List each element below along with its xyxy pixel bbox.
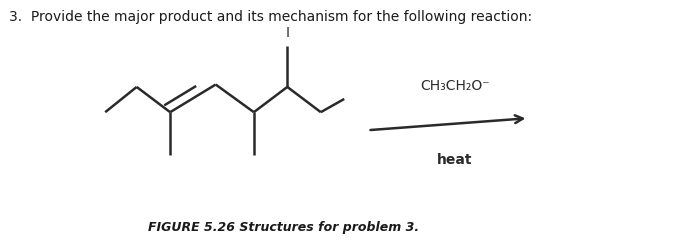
Text: I: I <box>285 26 290 40</box>
Text: CH₃CH₂O⁻: CH₃CH₂O⁻ <box>420 79 490 93</box>
Text: 3.  Provide the major product and its mechanism for the following reaction:: 3. Provide the major product and its mec… <box>9 10 533 24</box>
Text: heat: heat <box>437 153 473 167</box>
Text: FIGURE 5.26 Structures for problem 3.: FIGURE 5.26 Structures for problem 3. <box>148 221 420 234</box>
